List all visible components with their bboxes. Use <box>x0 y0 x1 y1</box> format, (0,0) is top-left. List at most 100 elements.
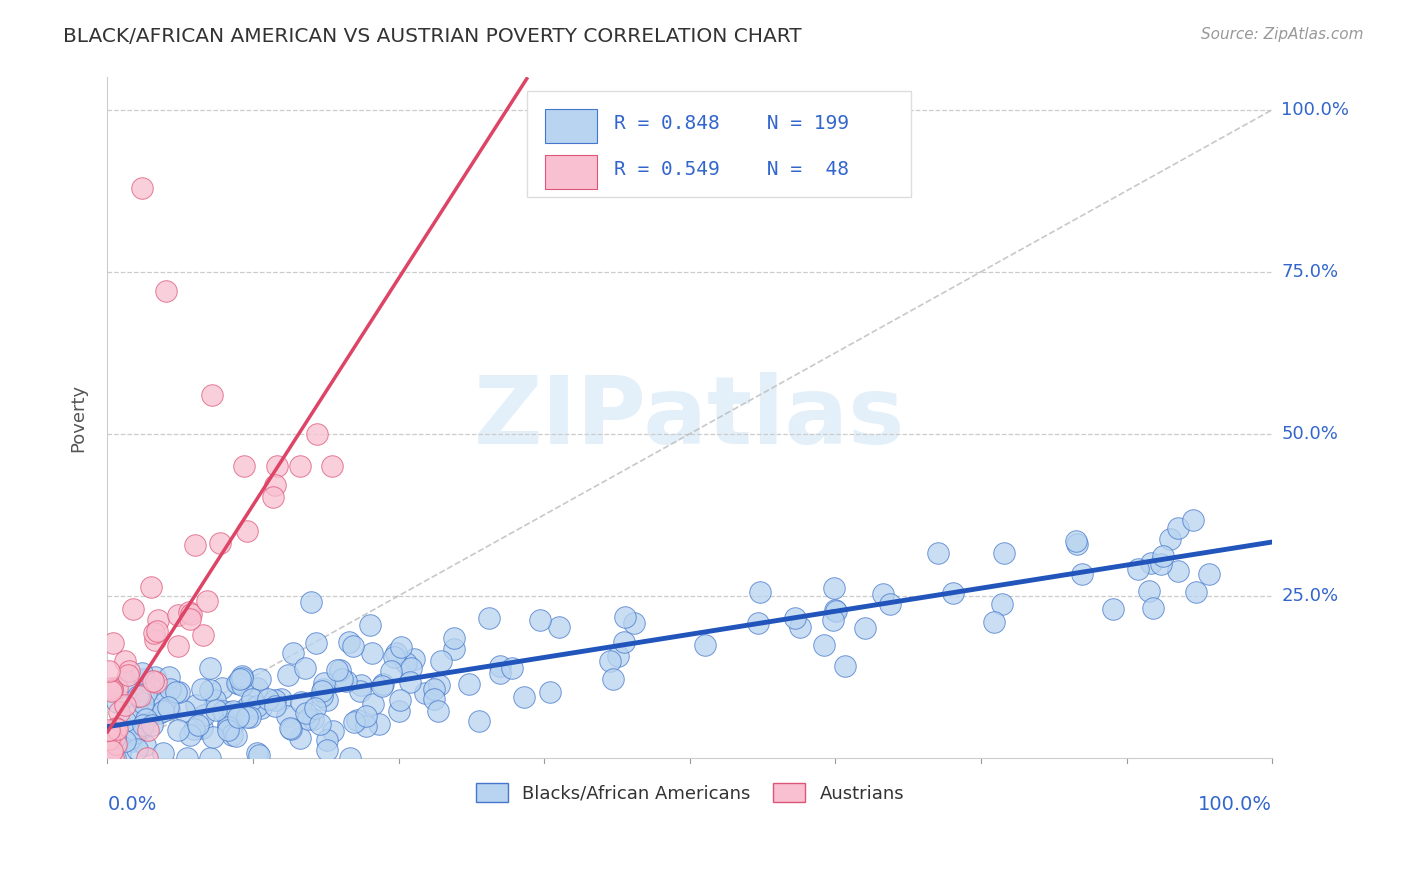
Point <box>385 646 408 660</box>
Text: 100.0%: 100.0% <box>1198 795 1272 814</box>
Point <box>132 672 155 686</box>
Point <box>613 635 636 649</box>
Point <box>288 731 311 746</box>
Point <box>229 673 252 687</box>
Point <box>124 723 146 737</box>
Point <box>343 714 366 729</box>
Point <box>262 490 284 504</box>
Point <box>180 607 202 621</box>
Point <box>413 686 436 700</box>
Text: 25.0%: 25.0% <box>1281 587 1339 605</box>
Point <box>127 690 149 704</box>
Point <box>97 664 120 678</box>
Point <box>304 701 326 715</box>
Point <box>295 706 318 721</box>
Point <box>134 739 156 753</box>
Point <box>101 682 124 697</box>
Point <box>131 721 153 735</box>
Point <box>288 459 311 474</box>
Point <box>1139 584 1161 599</box>
Point <box>114 714 136 728</box>
Point <box>1152 549 1174 563</box>
Point <box>395 656 418 670</box>
Point <box>315 693 337 707</box>
Point <box>297 712 319 726</box>
Point <box>205 703 228 717</box>
Point <box>489 658 512 673</box>
Point <box>246 699 269 714</box>
Point <box>179 612 201 626</box>
Point <box>105 694 128 708</box>
Point <box>98 736 121 750</box>
Point <box>427 678 450 692</box>
Point <box>100 744 122 758</box>
Point <box>311 684 333 698</box>
Point <box>783 611 806 625</box>
Text: R = 0.848    N = 199: R = 0.848 N = 199 <box>614 114 849 133</box>
Point <box>146 624 169 639</box>
Point <box>388 704 411 718</box>
Point <box>1070 566 1092 581</box>
Point <box>231 669 253 683</box>
Point <box>321 459 343 474</box>
Point <box>1128 562 1150 576</box>
Point <box>266 459 288 474</box>
Point <box>329 663 352 677</box>
Point <box>139 707 162 722</box>
Text: Source: ZipAtlas.com: Source: ZipAtlas.com <box>1201 27 1364 42</box>
Point <box>157 702 180 716</box>
Point <box>217 719 239 733</box>
Point <box>204 693 226 707</box>
Text: 75.0%: 75.0% <box>1281 263 1339 281</box>
Point <box>135 751 157 765</box>
Point <box>356 709 378 723</box>
Point <box>108 747 131 761</box>
Point <box>821 613 844 627</box>
Point <box>602 672 624 686</box>
Point <box>314 676 336 690</box>
Point <box>342 639 364 653</box>
Point <box>191 721 214 735</box>
Point <box>872 587 894 601</box>
Point <box>193 628 215 642</box>
Point <box>124 725 146 739</box>
Point <box>853 621 876 635</box>
Point <box>246 681 269 695</box>
Point <box>135 686 157 700</box>
Point <box>114 698 136 713</box>
Point <box>101 681 124 695</box>
Point <box>217 716 239 731</box>
Point <box>100 730 122 744</box>
Point <box>105 722 128 736</box>
Point <box>231 671 253 685</box>
Point <box>335 674 357 689</box>
Point <box>104 721 127 735</box>
Legend: Blacks/African Americans, Austrians: Blacks/African Americans, Austrians <box>468 776 911 810</box>
Point <box>1167 564 1189 578</box>
Point <box>221 728 243 742</box>
Point <box>927 546 949 560</box>
Point <box>231 705 253 719</box>
Point <box>217 723 239 737</box>
Point <box>212 704 235 718</box>
Point <box>131 180 153 194</box>
Point <box>312 682 335 697</box>
Point <box>263 478 285 492</box>
Point <box>167 723 190 737</box>
Point <box>103 636 125 650</box>
Text: R = 0.549    N =  48: R = 0.549 N = 48 <box>614 160 849 178</box>
Point <box>371 679 394 693</box>
Point <box>100 684 122 698</box>
Point <box>104 723 127 737</box>
Point <box>104 738 127 752</box>
Text: ZIPatlas: ZIPatlas <box>474 372 905 464</box>
Point <box>1140 556 1163 570</box>
Point <box>302 712 325 726</box>
Text: 50.0%: 50.0% <box>1281 425 1339 442</box>
Point <box>191 682 214 697</box>
Point <box>173 704 195 718</box>
Point <box>104 730 127 744</box>
Point <box>599 654 621 668</box>
Point <box>247 747 270 762</box>
Point <box>184 698 207 713</box>
